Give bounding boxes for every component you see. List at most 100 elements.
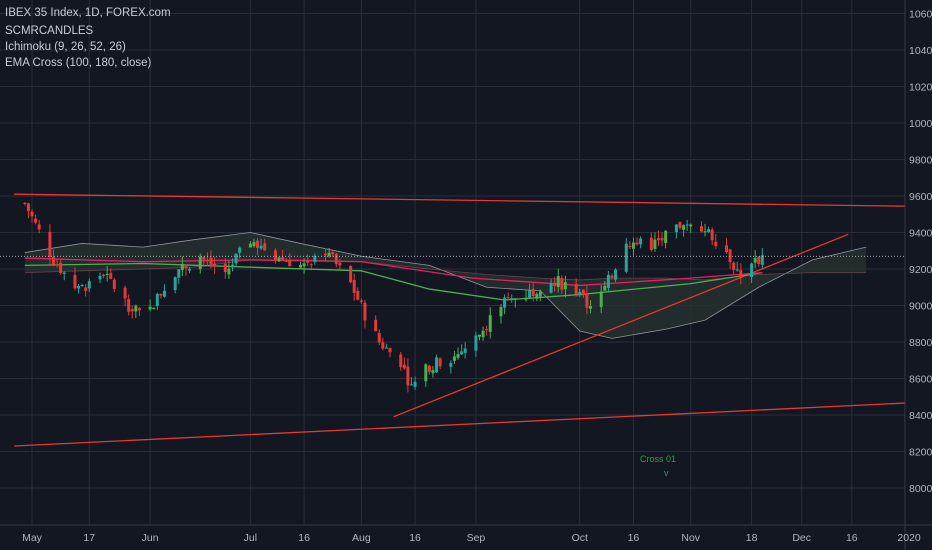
candle (503, 294, 507, 315)
candle-body (452, 356, 456, 361)
candle-body (639, 238, 643, 245)
candle (37, 219, 41, 234)
candle (528, 283, 532, 300)
candle-body (309, 264, 313, 266)
candle-body (363, 302, 367, 321)
candle-body (402, 364, 406, 369)
candle-body (624, 243, 628, 272)
candle-body (732, 262, 736, 270)
candle (327, 247, 331, 258)
candle (374, 315, 378, 332)
candle-body (98, 276, 102, 280)
candle (102, 273, 106, 279)
x-tick-label: 17 (83, 532, 95, 544)
candle (399, 351, 403, 371)
candle (334, 252, 338, 268)
candle-body (306, 260, 310, 263)
candle (309, 263, 313, 271)
x-tick-label: 16 (628, 532, 640, 544)
candle-body (73, 274, 77, 289)
x-tick-label: Dec (792, 532, 811, 544)
candle (653, 232, 657, 252)
x-tick-label: 2020 (897, 532, 921, 544)
candle (134, 304, 138, 319)
candle (728, 248, 732, 269)
candle (481, 326, 485, 341)
candle (205, 252, 209, 266)
candle-body (152, 307, 156, 310)
candle (510, 294, 514, 303)
candles (23, 202, 764, 393)
candle-body (503, 297, 507, 308)
candle (48, 224, 52, 265)
candle (313, 253, 317, 265)
candle-body (55, 264, 59, 266)
candle-body (277, 257, 281, 262)
candle (402, 357, 406, 370)
candle-body (664, 230, 668, 244)
candle (238, 246, 242, 259)
candle-body (463, 348, 467, 353)
candle-body (689, 224, 693, 227)
candle (760, 248, 764, 270)
candle-body (313, 255, 317, 262)
candle-body (288, 260, 292, 267)
candle (660, 232, 664, 247)
candle (732, 261, 736, 275)
y-tick-label: 8000 (909, 483, 932, 495)
candle (657, 230, 660, 247)
cross-label: Cross 01 (640, 454, 676, 464)
candle (574, 278, 578, 297)
candle (284, 257, 288, 262)
cloud-span-a (24, 232, 867, 339)
candle (452, 350, 456, 364)
candle (73, 267, 77, 291)
trendline-lower (14, 401, 932, 447)
candle (338, 258, 342, 270)
candle-body (474, 335, 478, 351)
candle (427, 364, 431, 375)
candle-body (703, 231, 707, 233)
candle-body (456, 354, 460, 358)
candle (707, 226, 711, 234)
candle-body (413, 381, 417, 387)
x-tick-label: 16 (298, 532, 310, 544)
candle (689, 223, 693, 234)
candle-body (488, 315, 492, 332)
candle-body (281, 257, 285, 260)
candle-body (62, 272, 66, 274)
candle (209, 250, 213, 269)
candle (624, 238, 628, 274)
candle (51, 249, 55, 267)
y-tick-label: 9000 (909, 301, 932, 313)
candle (424, 363, 428, 387)
candle (77, 284, 81, 294)
candle-body (223, 263, 227, 273)
trendline-rising (393, 233, 849, 418)
y-tick-label: 10000 (909, 118, 932, 130)
candle-body (263, 243, 267, 251)
candle-body (581, 289, 585, 296)
candle (485, 325, 489, 336)
x-tick-label: Oct (572, 532, 588, 544)
candle-body (256, 240, 260, 248)
candle-body (184, 264, 188, 269)
candle (506, 292, 510, 301)
candle (62, 271, 66, 281)
y-axis-panel (905, 0, 932, 550)
candle (349, 265, 353, 284)
candle (556, 268, 560, 293)
candle-body (585, 293, 589, 308)
candle-body (234, 253, 238, 264)
candle-body (352, 279, 356, 293)
candle (431, 366, 435, 378)
cross-annotation: Cross 01 v (640, 454, 676, 478)
candle (256, 238, 260, 256)
candle (406, 358, 410, 393)
candle-body (238, 247, 242, 253)
candle-body (284, 260, 288, 262)
candle (685, 220, 689, 231)
candle-body (331, 252, 335, 255)
